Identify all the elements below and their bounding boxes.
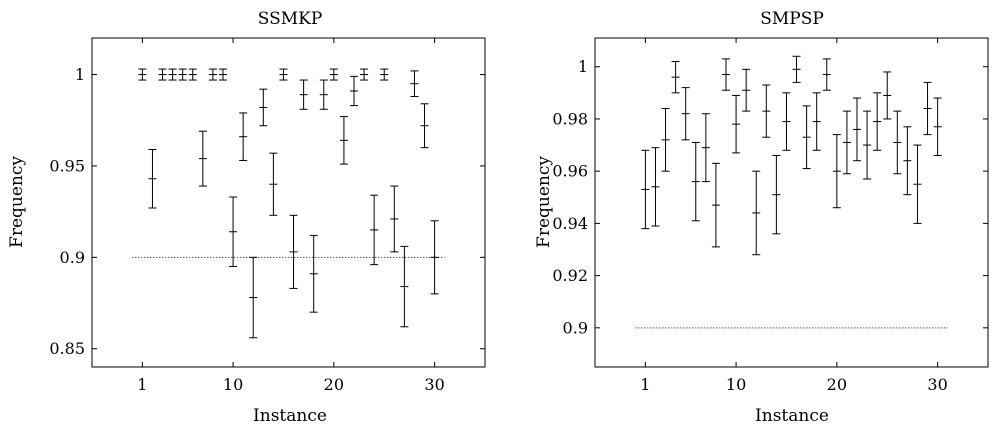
smpsp-error-bar <box>732 94 741 154</box>
smpsp-error-bar <box>762 84 771 138</box>
smpsp-x-tick-label: 1 <box>640 375 650 394</box>
smpsp-error-bar <box>832 134 841 209</box>
ssmkp-error-bar <box>148 148 157 209</box>
ssmkp-error-bar <box>390 185 399 253</box>
ssmkp-plot-frame <box>91 37 486 368</box>
smpsp-error-bar <box>913 144 922 224</box>
smpsp-error-bar <box>822 58 831 91</box>
smpsp-error-bar <box>681 87 690 141</box>
ssmkp-title: SSMKP <box>258 9 323 29</box>
ssmkp-x-tick-label: 20 <box>324 375 344 394</box>
ssmkp-error-bar <box>309 234 318 313</box>
smpsp-error-bar <box>671 61 680 94</box>
ssmkp-error-bar <box>400 245 409 328</box>
smpsp-error-bar <box>641 149 650 230</box>
smpsp-error-bar <box>691 141 700 222</box>
smpsp-error-bar <box>812 92 821 151</box>
ssmkp-error-bar <box>158 68 167 81</box>
smpsp-plot-frame <box>594 37 989 368</box>
ssmkp-error-bar <box>350 75 358 107</box>
smpsp-error-bar <box>701 113 710 183</box>
smpsp-error-bar <box>863 110 872 180</box>
smpsp-y-tick-label: 0.94 <box>552 214 588 233</box>
smpsp-error-bar <box>661 108 670 172</box>
ssmkp-error-bars <box>138 68 439 339</box>
ssmkp-error-bar <box>198 130 207 187</box>
smpsp-error-bars <box>641 55 942 256</box>
smpsp-x-tick-label: 30 <box>927 375 947 394</box>
smpsp-error-bar <box>742 68 751 112</box>
ssmkp-error-bar <box>289 214 298 289</box>
ssmkp-error-bar <box>410 70 419 97</box>
ssmkp-error-bar <box>259 88 268 127</box>
ssmkp-panel: SSMKP 1 10 20 30 0.85 0.9 0.95 1 Instance Frequ… <box>7 9 486 426</box>
ssmkp-error-bar <box>219 68 227 81</box>
ssmkp-error-bar <box>249 256 258 339</box>
ssmkp-y-tick-label: 0.9 <box>60 248 85 267</box>
ssmkp-y-tick-label: 0.85 <box>49 339 85 358</box>
ssmkp-error-bar <box>339 116 348 165</box>
smpsp-error-bar <box>933 97 942 156</box>
smpsp-error-bar <box>752 170 761 256</box>
smpsp-error-bar <box>802 105 811 170</box>
smpsp-error-bar <box>792 55 801 83</box>
smpsp-title: SMPSP <box>760 9 824 29</box>
smpsp-x-axis-label: Instance <box>755 406 829 426</box>
smpsp-error-bar <box>722 58 730 91</box>
ssmkp-error-bar <box>420 103 429 149</box>
ssmkp-y-tick-label: 0.95 <box>49 156 85 175</box>
smpsp-error-bar <box>853 97 861 162</box>
smpsp-error-bar <box>893 110 902 175</box>
smpsp-error-bar <box>651 147 660 227</box>
ssmkp-error-bar <box>208 68 217 81</box>
smpsp-ticks: 1 10 20 30 0.9 0.92 0.94 0.96 0.98 1 <box>552 38 988 394</box>
smpsp-error-bar <box>873 92 882 151</box>
smpsp-panel: SMPSP 1 10 20 30 0.9 0.92 0.94 0.96 0.98 1 Instan… <box>534 9 989 426</box>
ssmkp-error-bar <box>430 220 439 295</box>
ssmkp-x-axis-label: Instance <box>253 406 327 426</box>
smpsp-error-bar <box>782 92 791 151</box>
ssmkp-error-bar <box>370 194 379 266</box>
smpsp-x-tick-label: 20 <box>827 375 847 394</box>
smpsp-y-tick-label: 0.96 <box>552 162 588 181</box>
smpsp-y-tick-label: 0.9 <box>563 318 588 337</box>
smpsp-error-bar <box>903 126 912 196</box>
ssmkp-error-bar <box>188 68 197 81</box>
ssmkp-x-tick-label: 30 <box>424 375 444 394</box>
smpsp-error-bar <box>711 162 720 248</box>
smpsp-y-tick-label: 0.92 <box>552 266 588 285</box>
ssmkp-error-bar <box>269 152 278 216</box>
ssmkp-error-bar <box>299 79 308 110</box>
ssmkp-error-bar <box>380 68 389 81</box>
smpsp-y-tick-label: 0.98 <box>552 109 588 128</box>
ssmkp-error-bar <box>229 196 238 267</box>
ssmkp-y-axis-label: Frequency <box>7 156 27 248</box>
smpsp-y-tick-label: 1 <box>578 57 588 76</box>
smpsp-x-tick-label: 10 <box>726 375 746 394</box>
ssmkp-error-bar <box>168 68 177 81</box>
ssmkp-y-tick-label: 1 <box>75 65 85 84</box>
ssmkp-x-tick-label: 10 <box>223 375 243 394</box>
ssmkp-error-bar <box>138 68 147 81</box>
ssmkp-error-bar <box>329 68 338 81</box>
ssmkp-error-bar <box>360 68 369 81</box>
smpsp-error-bar <box>883 71 892 120</box>
smpsp-error-bar <box>772 155 781 235</box>
ssmkp-error-bar <box>279 68 288 81</box>
smpsp-y-axis-label: Frequency <box>534 156 554 248</box>
ssmkp-x-tick-label: 1 <box>137 375 147 394</box>
ssmkp-ticks: 1 10 20 30 0.85 0.9 0.95 1 <box>49 38 485 394</box>
smpsp-error-bar <box>842 110 851 175</box>
ssmkp-error-bar <box>239 112 248 161</box>
ssmkp-error-bar <box>178 68 187 81</box>
ssmkp-error-bar <box>319 79 328 110</box>
smpsp-error-bar <box>923 81 932 136</box>
